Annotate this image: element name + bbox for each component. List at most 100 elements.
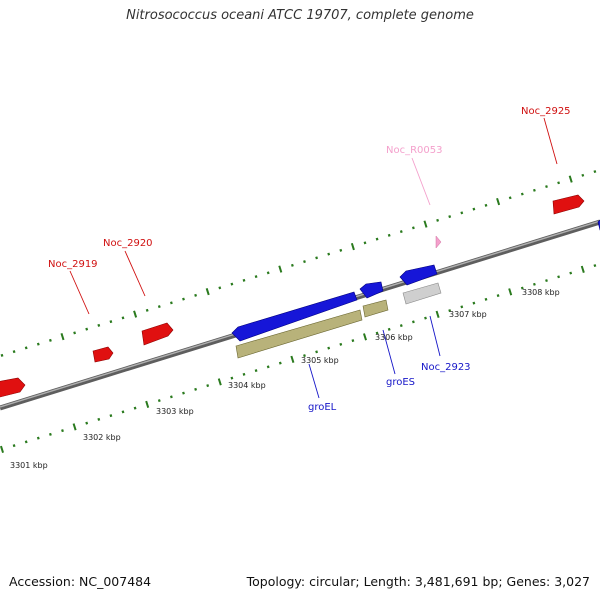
upper-track-minor-tick xyxy=(182,297,185,301)
upper-track-minor-tick xyxy=(399,230,403,234)
upper-track-major-tick xyxy=(496,197,501,206)
upper-track-minor-tick xyxy=(436,218,440,222)
upper-track-minor-tick xyxy=(545,185,548,189)
gene-arrow-noc-2923[interactable] xyxy=(399,264,438,286)
upper-track-minor-tick xyxy=(36,342,40,346)
upper-track-minor-tick xyxy=(48,338,52,342)
upper-track-major-tick xyxy=(350,242,355,251)
lower-track-minor-tick xyxy=(254,369,258,373)
upper-track-minor-tick xyxy=(157,305,161,309)
lower-track-minor-tick xyxy=(448,309,452,313)
scale-label-3303: 3303 kbp xyxy=(156,407,194,416)
upper-track-minor-tick xyxy=(194,293,198,297)
lower-track-minor-tick xyxy=(387,327,391,331)
lower-track-major-tick xyxy=(72,423,77,431)
lower-track-minor-tick xyxy=(520,286,524,290)
upper-track-major-tick xyxy=(205,287,210,296)
upper-track-minor-tick xyxy=(12,350,16,354)
lower-track-minor-tick xyxy=(109,414,113,418)
lower-track-minor-tick xyxy=(545,279,548,283)
lower-tick-track xyxy=(0,264,597,454)
gene-arrow-noc-2919[interactable] xyxy=(92,346,114,363)
scale-label-3308: 3308 kbp xyxy=(522,288,560,297)
label-noc-2920: Noc_2920 xyxy=(103,238,153,249)
gene-arrow-left-edge[interactable] xyxy=(0,377,26,398)
scale-label-3302: 3302 kbp xyxy=(83,433,121,442)
upper-track-minor-tick xyxy=(387,233,391,237)
upper-track-major-tick xyxy=(133,310,138,318)
leader-line-noc-2920 xyxy=(124,250,146,297)
scale-label-3301: 3301 kbp xyxy=(10,461,48,470)
lower-track-minor-tick xyxy=(194,387,198,391)
lower-track-minor-tick xyxy=(399,324,403,328)
lower-track-minor-tick xyxy=(472,301,476,305)
gene-arrow-groel[interactable] xyxy=(231,291,358,342)
lower-track-minor-tick xyxy=(121,410,125,414)
upper-track-minor-tick xyxy=(581,173,585,177)
upper-track-minor-tick xyxy=(460,211,464,215)
lower-track-minor-tick xyxy=(206,384,210,388)
upper-track-minor-tick xyxy=(109,320,113,324)
lower-track-minor-tick xyxy=(375,331,379,335)
upper-track-minor-tick xyxy=(339,248,343,252)
scale-label-3304: 3304 kbp xyxy=(228,381,266,390)
scale-label-3307: 3307 kbp xyxy=(449,310,487,319)
label-groes: groES xyxy=(386,377,415,388)
upper-track-major-tick xyxy=(60,332,65,341)
lower-track-minor-tick xyxy=(48,432,52,436)
leader-line-noc-2925 xyxy=(543,117,558,165)
upper-track-major-tick xyxy=(568,175,573,183)
rna-feature-noc-r0053[interactable] xyxy=(435,235,442,249)
lower-track-major-tick xyxy=(363,333,367,341)
upper-track-minor-tick xyxy=(593,170,597,174)
cds-feature-noc-2923[interactable] xyxy=(402,282,442,305)
upper-track-minor-tick xyxy=(266,271,270,275)
upper-track-minor-tick xyxy=(472,207,476,211)
lower-track-minor-tick xyxy=(182,391,185,395)
upper-track-minor-tick xyxy=(145,308,149,312)
upper-track-minor-tick xyxy=(448,215,452,219)
upper-track-minor-tick xyxy=(0,353,4,357)
lower-track-minor-tick xyxy=(169,395,173,399)
upper-track-minor-tick xyxy=(315,256,319,260)
lower-track-minor-tick xyxy=(242,372,246,376)
upper-track-minor-tick xyxy=(97,323,101,327)
upper-track-minor-tick xyxy=(520,192,524,196)
label-noc-2923: Noc_2923 xyxy=(421,362,471,373)
lower-track-minor-tick xyxy=(315,350,319,354)
upper-track-minor-tick xyxy=(230,282,234,286)
leader-line-groel xyxy=(308,363,320,399)
lower-track-minor-tick xyxy=(424,316,427,320)
leader-line-noc-r0053 xyxy=(411,157,431,206)
accession-text: Accession: NC_007484 xyxy=(9,574,152,589)
leader-line-noc-2923 xyxy=(429,315,441,357)
upper-tick-track xyxy=(0,170,597,357)
lower-track-major-tick xyxy=(290,355,295,363)
upper-track-minor-tick xyxy=(218,286,222,290)
gene-arrow-noc-2925[interactable] xyxy=(552,194,585,215)
lower-track-major-tick xyxy=(0,445,4,454)
lower-track-minor-tick xyxy=(230,376,234,380)
lower-track-major-tick xyxy=(580,265,585,273)
lower-track-major-tick xyxy=(435,310,440,318)
upper-track-minor-tick xyxy=(121,316,125,320)
cds-feature-groes[interactable] xyxy=(362,299,389,318)
map-title: Nitrosococcus oceani ATCC 19707, complet… xyxy=(126,8,474,23)
lower-track-minor-tick xyxy=(133,406,137,410)
lower-track-major-tick xyxy=(217,378,222,386)
upper-track-minor-tick xyxy=(508,196,512,200)
lower-track-minor-tick xyxy=(557,275,561,279)
upper-track-minor-tick xyxy=(290,263,294,267)
lower-track-minor-tick xyxy=(36,436,40,440)
upper-track-minor-tick xyxy=(169,301,173,305)
upper-track-minor-tick xyxy=(24,346,28,350)
upper-track-minor-tick xyxy=(375,237,379,241)
scale-label-3306: 3306 kbp xyxy=(375,333,413,342)
lower-track-minor-tick xyxy=(85,421,89,425)
cds-feature-groel[interactable] xyxy=(235,309,363,359)
label-noc-2919: Noc_2919 xyxy=(48,259,98,270)
gene-arrow-groes[interactable] xyxy=(359,281,384,299)
gene-arrow-noc-2920[interactable] xyxy=(141,322,174,346)
